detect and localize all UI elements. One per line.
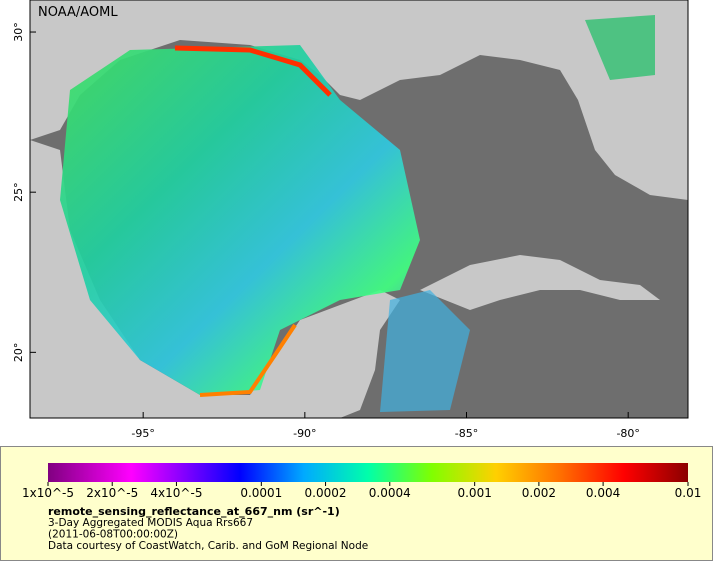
- credit: NOAA/AOML: [38, 5, 118, 20]
- colorbar-tick-label: 2x10^-5: [86, 486, 138, 500]
- lat-tick-label: 20°: [12, 343, 25, 363]
- colorbar-tick-label: 0.001: [457, 486, 491, 500]
- data-swath: [585, 15, 655, 80]
- land: [420, 255, 660, 310]
- data-swath: [380, 290, 470, 412]
- lon-tick-label: -85°: [455, 427, 478, 440]
- data-swath: [60, 45, 420, 395]
- legend-note: 3-Day Aggregated MODIS Aqua Rrs667: [48, 517, 253, 529]
- legend-note: Data courtesy of CoastWatch, Carib. and …: [48, 540, 368, 552]
- coastal-high: [174, 45, 332, 97]
- colorbar-tick-label: 1x10^-5: [22, 486, 74, 500]
- map-frame: [29, 0, 689, 419]
- colorbar-tick-label: 4x10^-5: [150, 486, 202, 500]
- colorbar: [48, 463, 688, 482]
- lon-tick-label: -95°: [131, 427, 154, 440]
- legend-note: (2011-06-08T00:00:00Z): [48, 529, 178, 541]
- coastal-high: [199, 323, 297, 397]
- colorbar-tick-label: 0.0001: [240, 486, 282, 500]
- colorbar-tick-label: 0.004: [586, 486, 620, 500]
- map: NOAA/AOML: [30, 0, 688, 418]
- legend-title: remote_sensing_reflectance_at_667_nm (sr…: [48, 505, 340, 518]
- colorbar-tick-label: 0.002: [522, 486, 556, 500]
- land: [30, 0, 688, 200]
- colorbar-tick-label: 0.01: [675, 486, 702, 500]
- lon-tick-label: -90°: [293, 427, 316, 440]
- colorbar-tick-label: 0.0002: [305, 486, 347, 500]
- land: [30, 140, 400, 418]
- lat-tick-label: 30°: [12, 22, 25, 42]
- colorbar-tick-label: 0.0004: [369, 486, 411, 500]
- lat-tick-label: 25°: [12, 182, 25, 202]
- lon-tick-label: -80°: [616, 427, 639, 440]
